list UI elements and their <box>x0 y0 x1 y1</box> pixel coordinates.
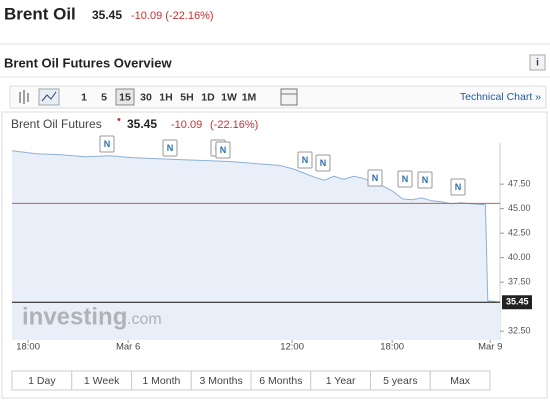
chart-title: Brent Oil Futures <box>11 117 102 131</box>
news-marker-label: N <box>372 173 379 183</box>
x-tick-label: 18:00 <box>380 342 404 353</box>
x-tick-label: 12:00 <box>280 342 304 353</box>
y-tick-label: 42.50 <box>508 228 531 238</box>
y-tick-label: 40.00 <box>508 252 531 262</box>
range-label: 6 Months <box>259 375 302 387</box>
news-marker-label: N <box>455 182 462 192</box>
technical-chart-link[interactable]: Technical Chart » <box>460 91 541 103</box>
range-label: 1 Year <box>326 375 356 387</box>
y-tick-label: 47.50 <box>508 179 531 189</box>
last-price-label: 35.45 <box>506 297 529 307</box>
news-marker[interactable] <box>367 169 383 187</box>
y-tick-label: 37.50 <box>508 277 531 287</box>
range-label: Max <box>450 375 471 387</box>
news-marker[interactable] <box>417 171 433 189</box>
news-marker-label: N <box>104 139 111 149</box>
range-label: 1 Week <box>84 375 120 387</box>
range-label: 3 Months <box>200 375 243 387</box>
news-marker-label: N <box>402 174 409 184</box>
interval-button[interactable]: 5H <box>180 91 193 103</box>
info-button[interactable] <box>529 54 546 71</box>
interval-button[interactable]: 5 <box>101 91 107 103</box>
chart-price: 35.45 <box>127 117 157 131</box>
range-label: 1 Day <box>28 375 56 387</box>
interval-button[interactable]: 1D <box>201 91 215 103</box>
news-marker-label: N <box>422 175 429 185</box>
toolbar <box>9 85 547 109</box>
header-title: Brent Oil <box>4 4 76 23</box>
header-change: -10.09 (-22.16%) <box>131 10 214 22</box>
range-button[interactable] <box>429 370 491 391</box>
y-tick-label: 32.50 <box>508 326 531 336</box>
range-label: 1 Month <box>142 375 180 387</box>
news-marker-label: N <box>302 155 309 165</box>
news-marker-label: N <box>220 145 227 155</box>
info-icon: i <box>536 58 539 69</box>
news-marker[interactable] <box>397 170 413 188</box>
last-price-box <box>502 295 532 310</box>
line-icon <box>41 91 57 102</box>
news-marker[interactable] <box>450 178 466 196</box>
area-fill <box>12 150 500 340</box>
chart-change: -10.09 <box>171 119 202 131</box>
interval-active <box>115 88 135 106</box>
x-tick-label: Mar 9 <box>478 342 502 353</box>
price-line <box>11 150 501 303</box>
news-marker-label: N <box>320 158 327 168</box>
interval-button[interactable]: 1W <box>221 91 237 103</box>
x-tick-label: 18:00 <box>16 342 40 353</box>
section-title: Brent Oil Futures Overview <box>4 55 172 70</box>
interval-button[interactable]: 1M <box>242 91 257 103</box>
interval-button[interactable]: 30 <box>140 91 152 103</box>
interval-button[interactable]: 15 <box>119 91 131 103</box>
watermark: investing <box>22 303 127 330</box>
news-marker[interactable] <box>215 141 231 159</box>
header-price: 35.45 <box>92 8 122 22</box>
y-tick-label: 45.00 <box>508 203 531 213</box>
settings-button[interactable] <box>280 88 298 106</box>
news-marker[interactable] <box>162 139 178 157</box>
interval-button[interactable]: 1H <box>159 91 172 103</box>
news-marker[interactable] <box>315 154 331 172</box>
interval-button[interactable]: 1 <box>81 91 87 103</box>
live-dot: • <box>117 114 121 126</box>
watermark-suffix: .com <box>127 311 162 328</box>
range-label: 5 years <box>383 375 417 387</box>
news-marker-label: N <box>167 143 174 153</box>
chart-change-pct: (-22.16%) <box>210 119 258 131</box>
candle-icon[interactable] <box>19 90 29 104</box>
news-marker[interactable] <box>297 151 313 169</box>
news-marker[interactable] <box>99 135 115 153</box>
x-tick-label: Mar 6 <box>116 342 140 353</box>
